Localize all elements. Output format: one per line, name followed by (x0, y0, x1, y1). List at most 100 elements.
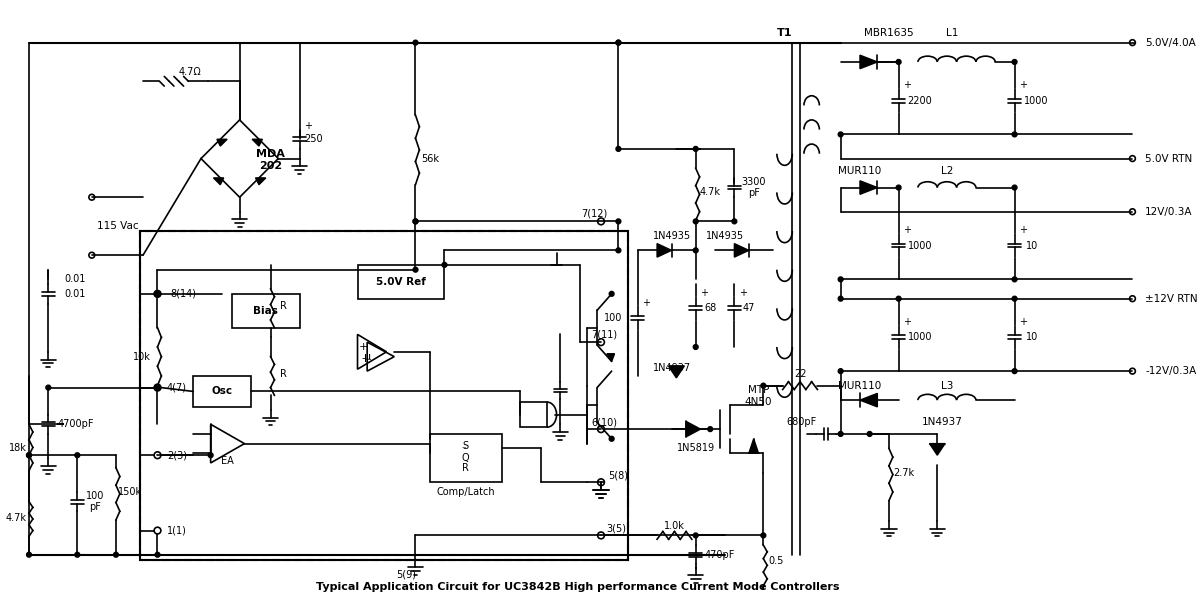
Text: 10: 10 (1026, 240, 1038, 251)
Text: T1: T1 (777, 28, 792, 38)
Text: 4N50: 4N50 (745, 397, 772, 407)
Circle shape (597, 479, 604, 486)
Text: 5.0V/4.0A: 5.0V/4.0A (1146, 38, 1196, 47)
Text: 0.01: 0.01 (65, 274, 86, 284)
Circle shape (897, 185, 901, 190)
Text: 1N4935: 1N4935 (652, 231, 691, 241)
Text: MDA: MDA (256, 148, 285, 159)
Text: 0.5: 0.5 (768, 557, 784, 567)
Text: +: + (700, 288, 709, 298)
Text: 10k: 10k (133, 352, 151, 362)
Text: Bias: Bias (254, 307, 278, 316)
Circle shape (156, 385, 160, 390)
Text: +: + (904, 225, 911, 235)
Bar (140, 231, 628, 560)
Circle shape (693, 533, 698, 538)
Circle shape (1130, 368, 1135, 374)
Text: L1: L1 (946, 28, 958, 38)
Text: 1(1): 1(1) (166, 525, 187, 535)
Circle shape (413, 267, 418, 272)
Circle shape (26, 453, 31, 457)
Text: 3300
pF: 3300 pF (741, 177, 766, 198)
Text: 8(14): 8(14) (171, 289, 196, 299)
Text: 3(5): 3(5) (607, 523, 626, 534)
Text: MUR110: MUR110 (838, 166, 882, 176)
Circle shape (609, 436, 614, 441)
Text: μ: μ (364, 352, 371, 362)
Circle shape (156, 385, 160, 390)
Circle shape (838, 432, 843, 436)
Text: 4.7k: 4.7k (700, 188, 721, 197)
Circle shape (413, 219, 418, 224)
Text: 1000: 1000 (907, 332, 932, 343)
Circle shape (1130, 156, 1135, 162)
Text: 680pF: 680pF (786, 417, 818, 427)
Circle shape (838, 277, 843, 282)
Polygon shape (255, 178, 266, 185)
Circle shape (26, 453, 31, 457)
Text: 5(9): 5(9) (396, 569, 415, 579)
Text: 2.7k: 2.7k (893, 468, 915, 478)
Circle shape (1130, 296, 1135, 302)
Text: 6(10): 6(10) (591, 417, 616, 427)
Bar (358, 265, 444, 299)
Circle shape (838, 369, 843, 374)
Text: 1.0k: 1.0k (664, 520, 685, 531)
Text: +: + (643, 297, 650, 308)
Circle shape (616, 219, 621, 224)
Circle shape (1013, 296, 1017, 301)
Polygon shape (217, 139, 227, 146)
Text: 1000: 1000 (907, 240, 932, 251)
Text: 7(12): 7(12) (581, 209, 607, 219)
Circle shape (1013, 277, 1017, 282)
Text: 1N5819: 1N5819 (676, 444, 715, 453)
Circle shape (693, 219, 698, 224)
Text: R: R (280, 302, 286, 311)
Text: 10: 10 (1026, 332, 1038, 343)
Bar (193, 376, 251, 407)
Circle shape (413, 219, 418, 224)
Circle shape (693, 147, 698, 151)
Circle shape (208, 453, 213, 457)
Text: 68: 68 (704, 304, 716, 313)
Text: L2: L2 (941, 166, 953, 176)
Text: +: + (904, 317, 911, 327)
Bar (140, 231, 628, 560)
Circle shape (867, 432, 873, 436)
Text: 47: 47 (742, 304, 755, 313)
Polygon shape (657, 243, 672, 257)
Text: 150k: 150k (119, 487, 142, 497)
Bar (519, 402, 547, 427)
Text: 115 Vac: 115 Vac (97, 221, 138, 231)
Polygon shape (669, 367, 685, 378)
Text: 18k: 18k (8, 444, 26, 453)
Circle shape (75, 552, 80, 557)
Circle shape (616, 248, 621, 253)
Polygon shape (859, 55, 877, 69)
Circle shape (154, 290, 160, 297)
Polygon shape (686, 421, 700, 437)
Text: +: + (1020, 80, 1027, 90)
Circle shape (1013, 369, 1017, 374)
Text: 56k: 56k (421, 154, 439, 163)
Circle shape (154, 452, 160, 459)
Text: 5.0V RTN: 5.0V RTN (1146, 154, 1192, 163)
Circle shape (693, 248, 698, 253)
Circle shape (1013, 59, 1017, 64)
Polygon shape (213, 178, 224, 185)
Text: R: R (462, 463, 469, 473)
Bar (232, 294, 299, 328)
Circle shape (693, 344, 698, 349)
Text: MUR110: MUR110 (838, 380, 882, 391)
Circle shape (597, 339, 604, 346)
Text: 1N4937: 1N4937 (652, 363, 691, 373)
Circle shape (156, 291, 160, 296)
Text: Q: Q (462, 453, 469, 463)
Circle shape (597, 218, 604, 225)
Circle shape (154, 384, 160, 391)
Text: 2(3): 2(3) (166, 450, 187, 460)
Circle shape (156, 552, 160, 557)
Polygon shape (734, 243, 749, 257)
Circle shape (114, 552, 119, 557)
Bar (430, 434, 503, 482)
